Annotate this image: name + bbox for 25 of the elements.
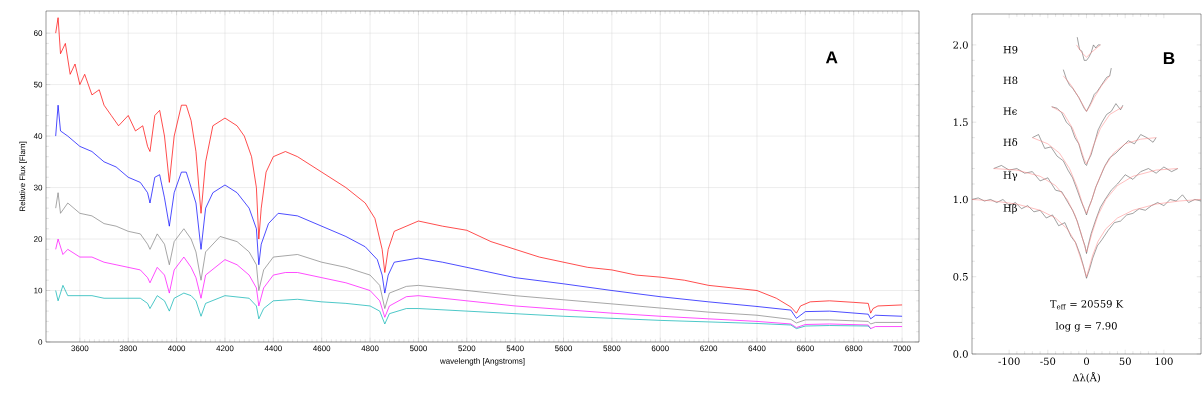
annotation: Hϵ xyxy=(1003,107,1017,115)
annotation: B xyxy=(1163,52,1175,65)
annotation: Hγ xyxy=(1003,171,1018,181)
line-series xyxy=(1063,67,1112,112)
annotation: Hδ xyxy=(1003,138,1018,147)
annotation: H8 xyxy=(1003,76,1018,85)
annotation: A xyxy=(825,51,838,64)
y-tick-label: 1.0 xyxy=(953,195,968,204)
line-series xyxy=(1063,75,1110,112)
x-tick-label: -50 xyxy=(1040,357,1056,366)
x-tick-label: 50 xyxy=(1119,357,1131,366)
annotation: Hβ xyxy=(1003,203,1017,214)
x-tick-label: -100 xyxy=(998,357,1020,366)
y-tick-label: 0.5 xyxy=(953,272,968,281)
annotation: log g = 7.90 xyxy=(1055,321,1117,332)
y-tick-label: 1.5 xyxy=(953,118,968,126)
y-tick-label: 0.0 xyxy=(953,350,968,358)
annotation: T$_{eff}$ = 20559 K xyxy=(1050,300,1124,310)
x-axis-title: Δλ(Å) xyxy=(1072,371,1100,383)
x-tick-label: 0 xyxy=(1084,357,1090,366)
y-tick-label: 2.0 xyxy=(953,41,968,49)
line-series xyxy=(55,192,903,325)
line-series xyxy=(1076,36,1101,61)
annotation: H9 xyxy=(1003,45,1018,54)
x-tick-label: 100 xyxy=(1155,357,1173,366)
